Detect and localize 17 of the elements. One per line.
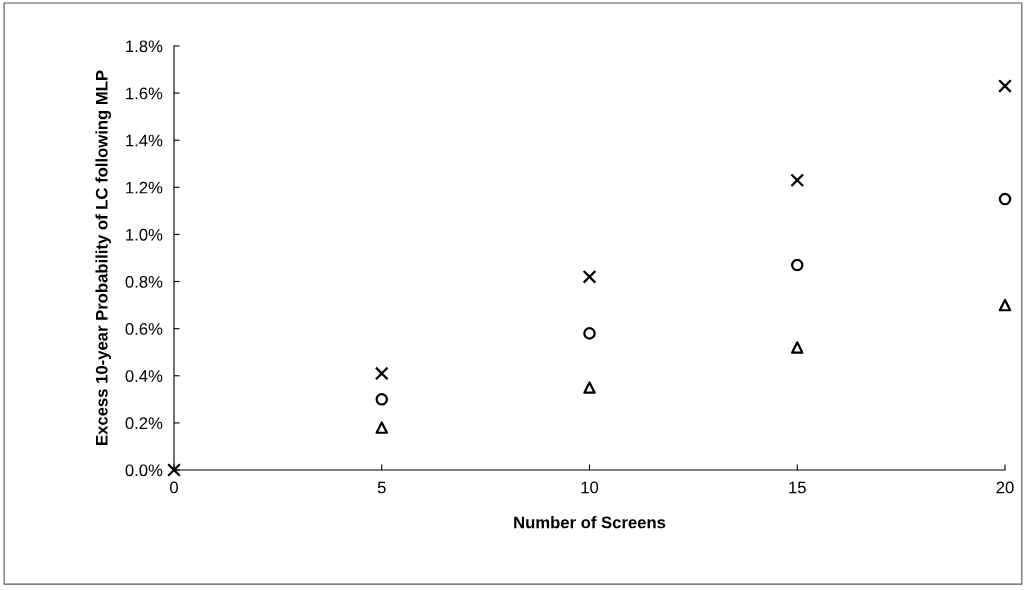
y-tick-label: 0.0% (125, 464, 163, 477)
x-tick-label: 5 (377, 481, 386, 494)
y-tick-label: 1.4% (126, 134, 163, 147)
y-tick-label: 0.6% (125, 323, 163, 335)
y-tick-label: 0.2% (125, 417, 163, 430)
y-tick-label: 0.4% (125, 370, 163, 382)
y-tick-label: 1.0% (126, 228, 163, 241)
x-tick-label: 15 (789, 481, 806, 494)
x-tick-label: 0 (170, 481, 178, 494)
x-axis-title: Number of Screens (514, 516, 666, 529)
x-tick-label: 20 (996, 481, 1014, 494)
y-tick-label: 0.8% (125, 275, 163, 288)
y-axis-title: Excess 10-year Probability of LC following MLP (95, 70, 112, 445)
y-tick-label: 1.2% (126, 181, 163, 194)
x-tick-label: 10 (581, 481, 599, 494)
y-tick-label: 1.8% (126, 40, 163, 53)
y-tick-label: 1.6% (126, 87, 163, 100)
